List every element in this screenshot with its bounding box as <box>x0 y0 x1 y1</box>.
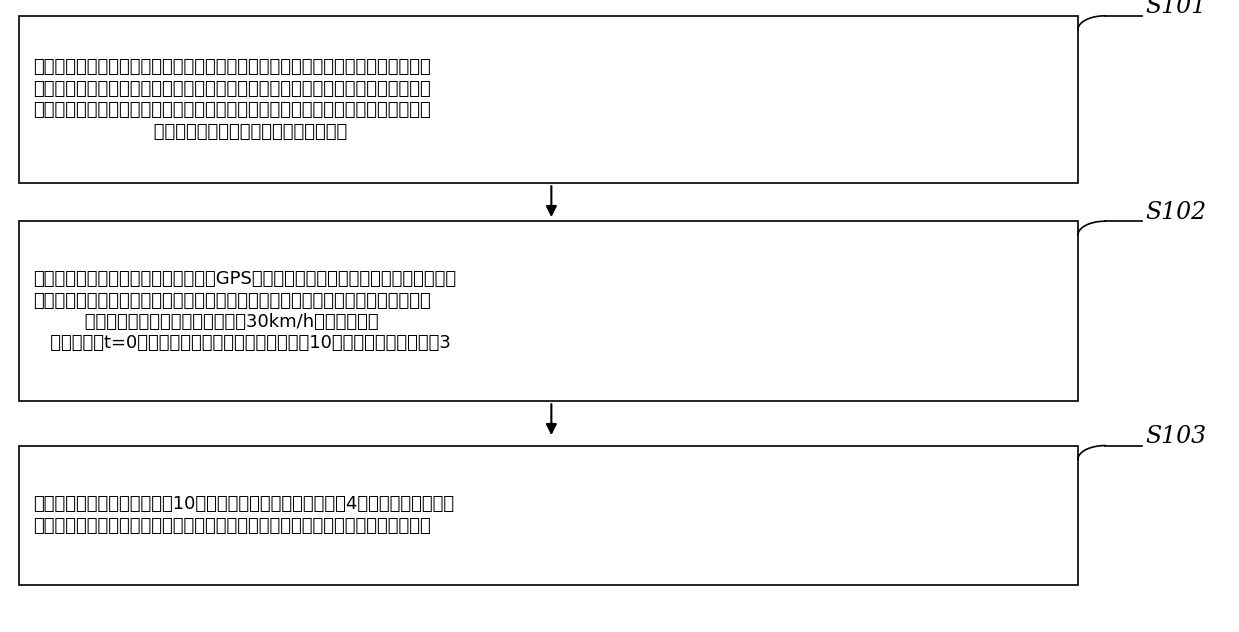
Text: 所以从时间t=0的时刻将厂车的行驶过程的路径每隔10秒分为若干路段，如图3: 所以从时间t=0的时刻将厂车的行驶过程的路径每隔10秒分为若干路段，如图3 <box>33 334 451 353</box>
Text: 厂内或观光区的坡度分布图绘制：利用GPS终端可以得到并记录厂（场）在每个时刻的: 厂内或观光区的坡度分布图绘制：利用GPS终端可以得到并记录厂（场）在每个时刻的 <box>33 270 457 288</box>
Text: ，由于厂车在行驶时车速不能大于30km/h，速度较慢，: ，由于厂车在行驶时车速不能大于30km/h，速度较慢， <box>33 313 379 331</box>
Text: 用差分法对地面坡度进行检测：在测量时先将本设备固定在静止于水平地面的厂（场: 用差分法对地面坡度进行检测：在测量时先将本设备固定在静止于水平地面的厂（场 <box>33 58 431 76</box>
Text: S101: S101 <box>1145 0 1206 18</box>
Text: 位置信息。假设在测试过程中厂车在观光区内匀速行驶，在后期处理厂车位置信息时: 位置信息。假设在测试过程中厂车在观光区内匀速行驶，在后期处理厂车位置信息时 <box>33 291 431 310</box>
Text: 厂（场）车在行驶过程中每个时刻的坡度: 厂（场）车在行驶过程中每个时刻的坡度 <box>33 123 348 141</box>
Bar <box>19 446 1078 585</box>
Text: S102: S102 <box>1145 201 1206 224</box>
Text: S103: S103 <box>1145 425 1206 448</box>
Text: 轴倾角传感器实时测得的坡度与初始坡度值之差即为地面坡度，系统可以得到并记录: 轴倾角传感器实时测得的坡度与初始坡度值之差即为地面坡度，系统可以得到并记录 <box>33 101 431 119</box>
Text: ）车的金属外壳上，这时测得一个初始坡度值。厂（场）车启动后行驶过程中通过双: ）车的金属外壳上，这时测得一个初始坡度值。厂（场）车启动后行驶过程中通过双 <box>33 80 431 98</box>
Bar <box>19 221 1078 401</box>
Bar <box>19 16 1078 183</box>
Text: 再将测得的实时坡度信息每隔10秒分为若干段后取平均值（如图4），最后将各路段的: 再将测得的实时坡度信息每隔10秒分为若干段后取平均值（如图4），最后将各路段的 <box>33 495 455 513</box>
Text: 位置，与路段上坡度的平均值信息一一对应，即可得到厂车行驶路径上各路段的坡度: 位置，与路段上坡度的平均值信息一一对应，即可得到厂车行驶路径上各路段的坡度 <box>33 517 431 535</box>
